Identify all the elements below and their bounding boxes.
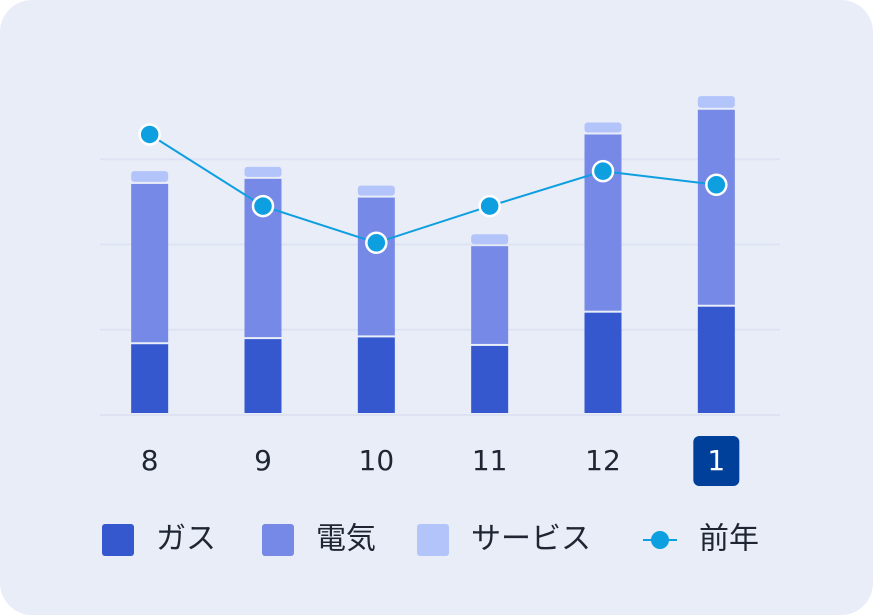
bar-segment — [357, 185, 395, 196]
legend-swatch — [262, 524, 294, 556]
bar-segment — [471, 345, 509, 413]
line-series — [149, 133, 717, 244]
line-point — [478, 194, 501, 218]
line-point — [705, 173, 728, 197]
legend-label: ガス — [156, 522, 216, 557]
legend-label: サービス — [471, 522, 591, 557]
x-tick-label: 11 — [472, 444, 508, 477]
x-tick-label: 9 — [254, 444, 272, 477]
bar-segment — [471, 234, 509, 245]
bar-segment — [131, 183, 169, 343]
legend-swatch — [102, 524, 134, 556]
bar-segment — [471, 246, 509, 344]
bar-segment — [357, 197, 395, 336]
bar-segment — [244, 339, 282, 413]
bar-segment — [131, 344, 169, 413]
x-tick-label: 8 — [141, 444, 159, 477]
line-point — [138, 123, 161, 146]
bar-segment — [584, 122, 622, 133]
legend-swatch — [417, 524, 449, 556]
bar-segment — [697, 306, 735, 413]
bar-segment — [131, 171, 169, 182]
bar-segment — [584, 312, 622, 413]
legend-label: 電気 — [316, 522, 376, 557]
x-tick-label: 1 — [707, 444, 725, 477]
bar-segment — [697, 96, 735, 108]
line-point — [591, 159, 615, 183]
line-point — [251, 194, 275, 218]
bar-segment — [697, 109, 735, 305]
bar-segment — [357, 337, 395, 413]
legend-marker — [651, 531, 669, 549]
x-tick-label: 12 — [585, 444, 621, 477]
legend-label: 前年 — [699, 522, 759, 557]
line-point — [365, 231, 388, 255]
x-tick-label: 10 — [359, 444, 395, 477]
bar-segment — [244, 166, 282, 177]
selected-category-box — [693, 436, 740, 486]
